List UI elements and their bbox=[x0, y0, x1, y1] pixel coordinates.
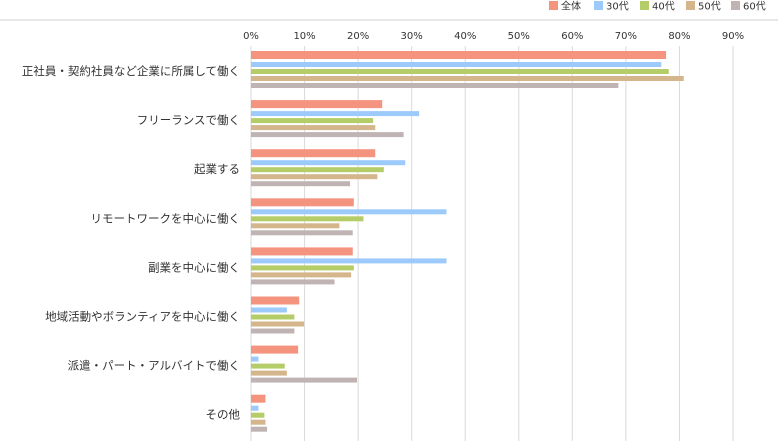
bar-60代 bbox=[251, 377, 358, 383]
bar-50代 bbox=[251, 223, 340, 229]
category-label: その他 bbox=[206, 408, 241, 422]
bar-全体 bbox=[251, 198, 354, 207]
legend-label: 50代 bbox=[698, 1, 721, 13]
bar-60代 bbox=[251, 83, 619, 88]
bar-全体 bbox=[251, 100, 383, 109]
bar-30代 bbox=[251, 62, 662, 67]
x-tick-label: 70% bbox=[615, 31, 637, 42]
bar-30代 bbox=[251, 209, 447, 215]
category-label: 派遣・パート・アルバイトで働く bbox=[68, 359, 240, 373]
bar-全体 bbox=[251, 394, 266, 403]
bar-60代 bbox=[251, 279, 335, 285]
bar-30代 bbox=[251, 356, 259, 362]
x-tick-label: 60% bbox=[561, 31, 583, 42]
bar-40代 bbox=[251, 216, 364, 222]
bar-60代 bbox=[251, 132, 404, 138]
bar-60代 bbox=[251, 230, 353, 236]
x-tick-label: 40% bbox=[454, 31, 476, 42]
category-label: 地域活動やボランティアを中心に働く bbox=[45, 310, 240, 324]
bar-50代 bbox=[251, 76, 684, 81]
bar-全体 bbox=[251, 345, 299, 354]
bar-30代 bbox=[251, 307, 287, 313]
bar-50代 bbox=[251, 174, 378, 180]
legend-swatch bbox=[640, 1, 649, 10]
bar-40代 bbox=[251, 69, 669, 74]
bar-40代 bbox=[251, 363, 285, 369]
legend-label: 40代 bbox=[652, 1, 675, 13]
x-tick-label: 20% bbox=[347, 31, 369, 42]
bar-30代 bbox=[251, 405, 259, 411]
bar-全体 bbox=[251, 296, 300, 305]
bar-60代 bbox=[251, 181, 351, 187]
category-label: 正社員・契約社員など企業に所属して働く bbox=[22, 64, 240, 78]
category-label: 副業を中心に働く bbox=[148, 260, 240, 274]
legend-label: 60代 bbox=[743, 1, 766, 13]
bar-全体 bbox=[251, 51, 667, 59]
legend-swatch bbox=[731, 1, 740, 10]
bar-50代 bbox=[251, 125, 376, 131]
bar-全体 bbox=[251, 247, 353, 256]
category-label: リモートワークを中心に働く bbox=[91, 211, 241, 225]
x-tick-label: 0% bbox=[243, 31, 259, 42]
x-tick-label: 30% bbox=[401, 31, 423, 42]
category-label: 起業する bbox=[194, 162, 240, 176]
bar-40代 bbox=[251, 265, 354, 271]
x-tick-label: 80% bbox=[668, 31, 690, 42]
bars bbox=[251, 51, 684, 432]
bar-40代 bbox=[251, 314, 295, 320]
bar-50代 bbox=[251, 321, 305, 327]
legend-swatch bbox=[594, 1, 603, 10]
bar-30代 bbox=[251, 258, 447, 264]
bar-50代 bbox=[251, 419, 266, 425]
bar-全体 bbox=[251, 149, 376, 158]
category-labels: 正社員・契約社員など企業に所属して働くフリーランスで働く起業するリモートワークを… bbox=[22, 64, 241, 422]
x-tick-label: 10% bbox=[293, 31, 315, 42]
x-tick-label: 90% bbox=[722, 31, 744, 42]
bar-40代 bbox=[251, 412, 265, 418]
x-tick-label: 50% bbox=[508, 31, 530, 42]
legend-label: 30代 bbox=[606, 1, 629, 13]
bar-40代 bbox=[251, 167, 384, 173]
bar-40代 bbox=[251, 118, 374, 124]
bar-60代 bbox=[251, 328, 295, 334]
bar-60代 bbox=[251, 426, 268, 432]
bar-30代 bbox=[251, 160, 406, 166]
legend-swatch bbox=[549, 1, 558, 10]
x-axis-ticks: 0% 10% 20% 30% 40% 50% 60% 70% 80% 90% bbox=[243, 31, 744, 42]
legend-label: 全体 bbox=[561, 0, 581, 13]
bar-30代 bbox=[251, 111, 420, 117]
bar-50代 bbox=[251, 272, 352, 278]
bar-50代 bbox=[251, 370, 287, 376]
category-label: フリーランスで働く bbox=[137, 113, 240, 127]
legend: 全体 30代 40代 50代 60代 bbox=[549, 0, 766, 13]
legend-swatch bbox=[686, 1, 695, 10]
